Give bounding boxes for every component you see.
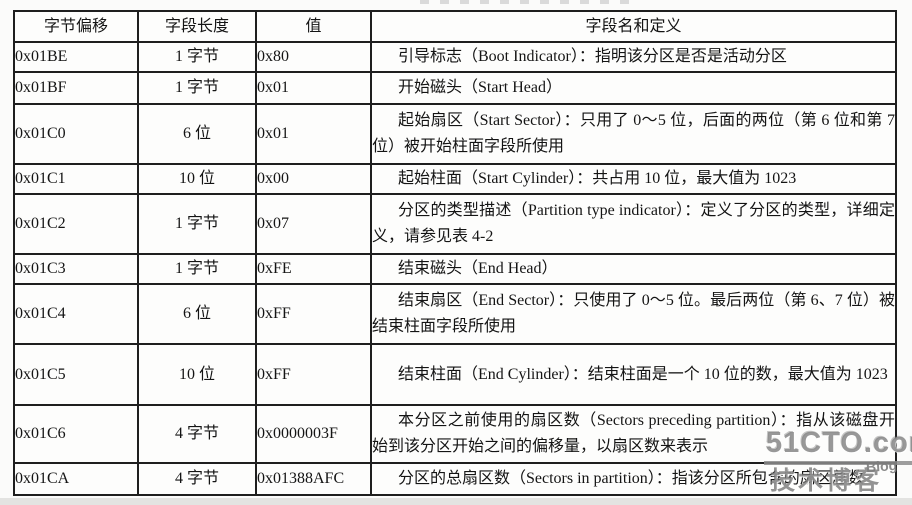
offset-cell: 0x01CA	[13, 462, 139, 496]
header-value: 值	[255, 10, 372, 43]
definition-cell: 分区的类型描述（Partition type indicator）：定义了分区的…	[370, 193, 897, 255]
length-cell: 6 位	[137, 103, 257, 165]
definition-cell: 起始柱面（Start Cylinder）：共占用 10 位，最大值为 1023	[370, 163, 897, 195]
offset-cell: 0x01C3	[13, 253, 139, 285]
length-cell: 1 字节	[137, 71, 257, 105]
length-cell: 1 字节	[137, 41, 257, 73]
table-row: 0x01C0 6 位 0x01 起始扇区（Start Sector）：只用了 0…	[13, 103, 897, 165]
value-cell: 0xFF	[255, 283, 372, 345]
table-row: 0x01BE 1 字节 0x80 引导标志（Boot Indicator）：指明…	[13, 41, 897, 73]
watermark-tagline: 技术博客	[770, 467, 883, 495]
table-row: 0x01C4 6 位 0xFF 结束扇区（End Sector）：只使用了 0～…	[13, 283, 897, 345]
header-byte-offset: 字节偏移	[13, 10, 139, 43]
table-row: 0x01C2 1 字节 0x07 分区的类型描述（Partition type …	[13, 193, 897, 255]
value-cell: 0xFF	[255, 343, 372, 406]
value-cell: 0x0000003F	[255, 404, 372, 464]
definition-cell: 起始扇区（Start Sector）：只用了 0～5 位，后面的两位（第 6 位…	[370, 103, 897, 165]
length-cell: 10 位	[137, 343, 257, 406]
table-row: 0x01CA 4 字节 0x01388AFC 分区的总扇区数（Sectors i…	[13, 462, 897, 496]
value-cell: 0x01	[255, 71, 372, 105]
definition-cell: 开始磁头（Start Head）	[370, 71, 897, 105]
length-cell: 4 字节	[137, 462, 257, 496]
offset-cell: 0x01C4	[13, 283, 139, 345]
length-cell: 10 位	[137, 163, 257, 195]
value-cell: 0x01388AFC	[255, 462, 372, 496]
table-row: 0x01BF 1 字节 0x01 开始磁头（Start Head）	[13, 71, 897, 105]
definition-cell: 本分区之前使用的扇区数（Sectors preceding partition）…	[370, 404, 897, 464]
partition-table-entry-table: 字节偏移 字段长度 值 字段名和定义 0x01BE 1 字节 0x80 引导标志…	[13, 10, 897, 496]
table-row: 0x01C6 4 字节 0x0000003F 本分区之前使用的扇区数（Secto…	[13, 404, 897, 464]
scan-bottom-shade	[0, 498, 912, 505]
table-header-row: 字节偏移 字段长度 值 字段名和定义	[13, 10, 897, 43]
length-cell: 4 字节	[137, 404, 257, 464]
offset-cell: 0x01C6	[13, 404, 139, 464]
offset-cell: 0x01C0	[13, 103, 139, 165]
offset-cell: 0x01C1	[13, 163, 139, 195]
definition-cell: 结束扇区（End Sector）：只使用了 0～5 位。最后两位（第 6、7 位…	[370, 283, 897, 345]
table-row: 0x01C1 10 位 0x00 起始柱面（Start Cylinder）：共占…	[13, 163, 897, 195]
definition-cell: 结束磁头（End Head）	[370, 253, 897, 285]
table-row: 0x01C3 1 字节 0xFE 结束磁头（End Head）	[13, 253, 897, 285]
header-field-length: 字段长度	[137, 10, 257, 43]
header-field-definition: 字段名和定义	[370, 10, 897, 43]
definition-cell: 结束柱面（End Cylinder）：结束柱面是一个 10 位的数，最大值为 1…	[370, 343, 897, 406]
definition-cell: 引导标志（Boot Indicator）：指明该分区是否是活动分区	[370, 41, 897, 73]
value-cell: 0x00	[255, 163, 372, 195]
definition-cell: 分区的总扇区数（Sectors in partition）：指该分区所包含的扇区…	[370, 462, 897, 496]
length-cell: 1 字节	[137, 193, 257, 255]
length-cell: 1 字节	[137, 253, 257, 285]
table-row: 0x01C5 10 位 0xFF 结束柱面（End Cylinder）：结束柱面…	[13, 343, 897, 406]
offset-cell: 0x01C2	[13, 193, 139, 255]
value-cell: 0xFE	[255, 253, 372, 285]
watermark-51cto-logo: 51CTO.com	[764, 427, 912, 465]
watermark-blog-label: Blog	[865, 456, 898, 476]
offset-cell: 0x01BF	[13, 71, 139, 105]
value-cell: 0x01	[255, 103, 372, 165]
offset-cell: 0x01C5	[13, 343, 139, 406]
length-cell: 6 位	[137, 283, 257, 345]
scan-artifact	[420, 0, 630, 4]
value-cell: 0x80	[255, 41, 372, 73]
value-cell: 0x07	[255, 193, 372, 255]
offset-cell: 0x01BE	[13, 41, 139, 73]
